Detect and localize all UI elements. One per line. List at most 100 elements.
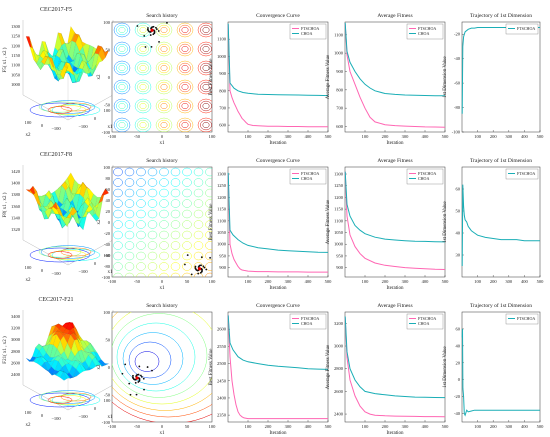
- search-contour: [200, 100, 212, 112]
- average-xtick: 400: [422, 134, 430, 139]
- search-contour: [205, 241, 212, 250]
- search-contour: [179, 24, 191, 36]
- search-contour: [134, 41, 152, 57]
- search-point: [202, 265, 205, 268]
- convergence-title: Convergence Curve: [256, 158, 300, 164]
- trajectory-xtick: 400: [521, 279, 529, 284]
- convergence-ylabel: Best Fitness Value: [209, 348, 214, 386]
- average-xtick: 300: [402, 424, 410, 429]
- average-ytick: 900: [336, 69, 344, 74]
- search-contour: [193, 230, 204, 240]
- convergence-xlabel: Iteration: [270, 141, 287, 146]
- search-point: [192, 285, 194, 287]
- search-contour: [197, 60, 212, 76]
- average-ylabel: Average Fitness Value: [326, 54, 331, 99]
- search-contour: [205, 251, 212, 261]
- average-series-choa: [344, 22, 445, 97]
- search-point: [134, 381, 137, 384]
- surface-ytick: 0: [94, 406, 97, 411]
- search-ytick: 100: [103, 20, 111, 25]
- search-contour: [116, 24, 128, 36]
- surface-ztick: 1340: [11, 215, 21, 220]
- convergence-ytick: 2500: [217, 361, 227, 366]
- search-contour: [179, 100, 191, 112]
- search-contour: [205, 272, 212, 277]
- surface-floor-contour: [47, 396, 73, 404]
- search-ytick: 80: [106, 176, 111, 181]
- average-legend: [406, 168, 444, 185]
- trajectory-xtick: 100: [474, 279, 482, 284]
- search-xtick: -50: [134, 424, 141, 429]
- search-contour: [118, 45, 126, 53]
- surface-facet: [101, 46, 109, 58]
- surface-ytick: 0: [94, 116, 97, 121]
- search-contour: [158, 24, 170, 36]
- search-contour: [124, 272, 135, 277]
- trajectory-xtick: 500: [537, 279, 545, 284]
- search-ytick: -40: [104, 242, 111, 247]
- trajectory-xtick: 400: [521, 424, 529, 429]
- average-title: Average Fitness: [377, 13, 412, 19]
- search-contour: [139, 83, 147, 91]
- search-point: [142, 377, 145, 380]
- convergence-legend-label: FTSCHOA: [301, 26, 319, 31]
- convergence-title: Convergence Curve: [256, 303, 300, 309]
- search-contour: [159, 209, 169, 219]
- search-contour: [113, 188, 123, 198]
- search-contour: [159, 220, 169, 229]
- search-contour: [182, 178, 192, 187]
- search-contour: [139, 45, 147, 53]
- search-contour: [197, 41, 212, 57]
- search-xtick: 0: [161, 279, 164, 284]
- convergence-ytick: 1000: [217, 242, 227, 247]
- search-contour: [124, 230, 135, 240]
- search-point: [157, 30, 160, 32]
- surface-xtick: −100: [51, 126, 61, 131]
- convergence-xtick: 100: [245, 424, 253, 429]
- search-contour: [137, 81, 149, 93]
- surface-ytick: −100: [78, 269, 88, 274]
- surface-xtick: 100: [25, 410, 33, 415]
- average-ytick: 1200: [334, 195, 344, 200]
- search-point: [135, 374, 138, 377]
- convergence-xtick: 300: [285, 424, 293, 429]
- average-legend-label: CHOA: [418, 321, 429, 326]
- average-xtick: 100: [362, 424, 370, 429]
- search-contour: [113, 209, 123, 219]
- surface-zlabel: F21( x1 , x2 ): [3, 336, 8, 364]
- surface-ytick: 0: [94, 261, 97, 266]
- trajectory-ytick: 60: [456, 326, 461, 331]
- surface-floor-contour: [40, 245, 96, 259]
- search-contour: [181, 102, 189, 110]
- search-contour: [136, 262, 146, 271]
- search-contour: [159, 272, 169, 277]
- search-contour: [193, 188, 204, 198]
- search-point: [190, 273, 193, 276]
- search-contour: [147, 178, 158, 187]
- search-contour: [176, 98, 194, 114]
- average-title: Average Fitness: [377, 158, 412, 164]
- search-point: [143, 35, 146, 37]
- search-point: [205, 268, 208, 271]
- average-ytick: 600: [336, 124, 344, 129]
- surface-title: CEC2017-F8: [40, 152, 72, 158]
- convergence-legend-label: CHOA: [301, 321, 312, 326]
- search-point: [129, 393, 132, 396]
- search-contour: [193, 167, 204, 177]
- convergence-xtick: 400: [305, 279, 313, 284]
- search-contour: [159, 241, 169, 250]
- average-xtick: 100: [362, 279, 370, 284]
- convergence-xtick: 300: [285, 134, 293, 139]
- search-contour: [193, 251, 204, 261]
- search-contour: [118, 102, 126, 110]
- convergence-xlabel: Iteration: [270, 286, 287, 291]
- average-xtick: 200: [382, 134, 390, 139]
- search-contour: [193, 209, 204, 219]
- search-ytick: 60: [106, 187, 111, 192]
- convergence-legend-label: CHOA: [301, 176, 312, 181]
- search-contour: [147, 167, 158, 177]
- convergence-legend-label: FTSCHOA: [301, 316, 319, 321]
